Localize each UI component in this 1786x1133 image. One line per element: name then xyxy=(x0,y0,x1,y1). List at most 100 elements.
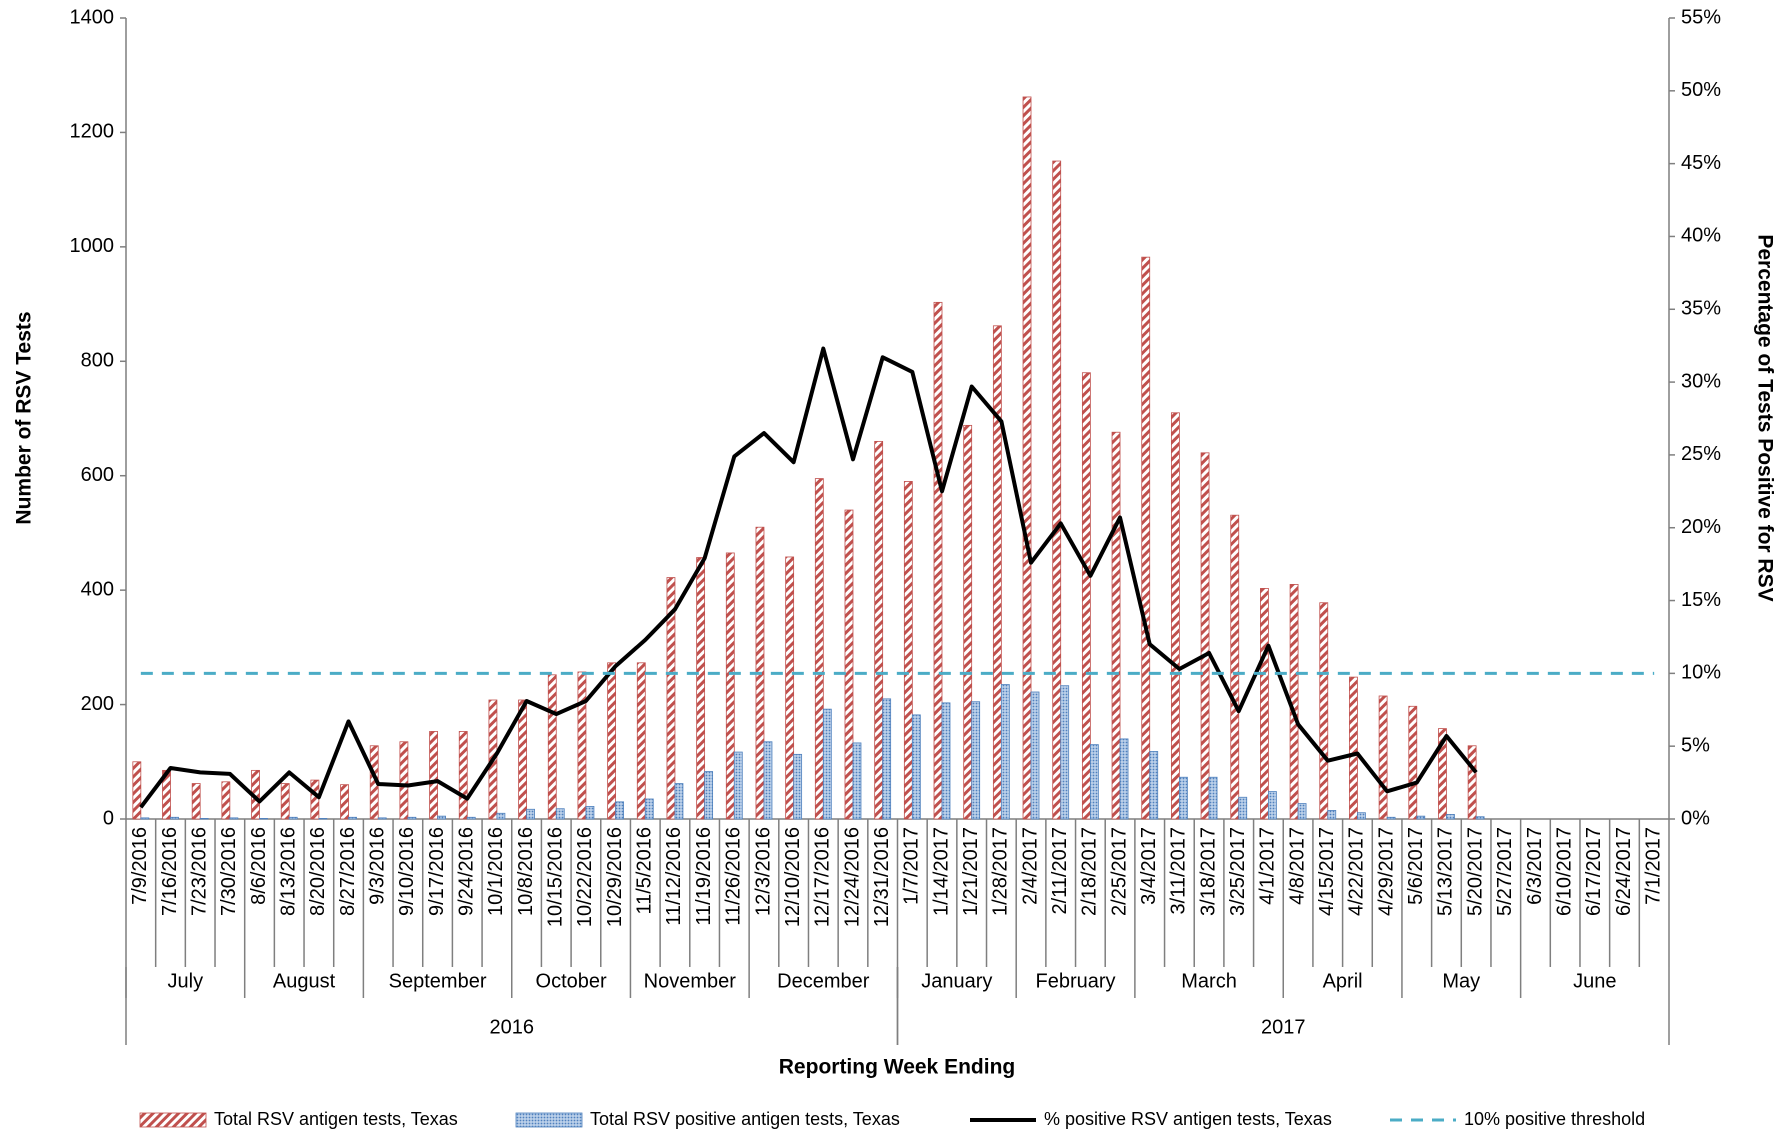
y2-tick-label: 55% xyxy=(1681,6,1721,28)
month-label: January xyxy=(921,970,992,992)
x-tick-label: 7/23/2016 xyxy=(188,827,210,916)
year-label: 2017 xyxy=(1261,1016,1306,1038)
y-tick-label: 600 xyxy=(81,464,114,486)
legend-label: 10% positive threshold xyxy=(1464,1109,1645,1129)
bar xyxy=(377,817,387,820)
bar xyxy=(1446,814,1455,820)
y2-tick-label: 40% xyxy=(1681,225,1721,247)
bar xyxy=(814,478,824,820)
x-tick-label: 12/24/2016 xyxy=(841,827,863,927)
month-label: March xyxy=(1181,970,1237,992)
x-tick-label: 12/31/2016 xyxy=(871,827,893,927)
x-tick-label: 11/12/2016 xyxy=(663,827,685,926)
month-label: April xyxy=(1323,970,1363,992)
x-tick-label: 8/27/2016 xyxy=(337,827,359,916)
x-tick-label: 4/22/2017 xyxy=(1346,827,1368,916)
bar xyxy=(407,816,417,820)
bar xyxy=(941,702,951,820)
x-tick-label: 2/11/2017 xyxy=(1049,827,1071,915)
y2-axis-title: Percentage of Tests Positive for RSV xyxy=(1753,234,1776,601)
x-tick-label: 10/8/2016 xyxy=(515,827,537,916)
bar xyxy=(1327,810,1337,820)
bar xyxy=(585,806,595,820)
bar xyxy=(733,751,743,820)
bar xyxy=(1357,812,1366,820)
y-tick-label: 0 xyxy=(103,807,114,829)
x-tick-label: 5/6/2017 xyxy=(1405,827,1427,905)
bar xyxy=(1475,816,1485,820)
x-tick-label: 3/25/2017 xyxy=(1227,827,1249,916)
x-tick-label: 2/25/2017 xyxy=(1108,827,1130,916)
x-tick-label: 11/26/2016 xyxy=(723,827,745,926)
bar xyxy=(496,812,506,820)
x-axis-title: Reporting Week Ending xyxy=(779,1056,1015,1079)
bar xyxy=(1416,815,1426,820)
bar xyxy=(280,783,290,820)
bar xyxy=(971,701,981,820)
month-label: February xyxy=(1036,970,1116,992)
y2-tick-label: 10% xyxy=(1681,662,1721,684)
bar xyxy=(191,783,201,820)
month-label: June xyxy=(1573,970,1616,992)
y-axis-title: Number of RSV Tests xyxy=(13,311,36,524)
bar xyxy=(1438,728,1447,820)
bar xyxy=(340,784,349,820)
bar xyxy=(458,731,468,820)
x-tick-label: 10/1/2016 xyxy=(485,827,507,916)
x-tick-label: 6/3/2017 xyxy=(1524,827,1546,905)
x-tick-label: 9/24/2016 xyxy=(456,827,478,916)
month-label: December xyxy=(777,970,870,992)
bar xyxy=(221,781,231,820)
bar xyxy=(1022,96,1032,820)
x-tick-label: 4/29/2017 xyxy=(1375,827,1397,916)
bar xyxy=(288,816,298,820)
y-tick-label: 200 xyxy=(81,693,114,715)
x-tick-label: 3/18/2017 xyxy=(1197,827,1219,916)
bar xyxy=(1230,514,1240,820)
x-tick-label: 1/14/2017 xyxy=(930,827,952,916)
bar xyxy=(429,731,438,820)
line xyxy=(139,346,1478,809)
y2-tick-label: 50% xyxy=(1681,79,1721,101)
bar xyxy=(963,424,973,820)
bar xyxy=(1408,705,1418,820)
bar xyxy=(1238,796,1248,820)
month-label: October xyxy=(536,970,607,992)
bar xyxy=(674,783,684,820)
bar xyxy=(1111,431,1121,820)
bar xyxy=(1119,738,1129,820)
x-tick-label: 12/3/2016 xyxy=(752,827,774,916)
x-tick-label: 10/15/2016 xyxy=(545,827,567,927)
x-tick-label: 4/8/2017 xyxy=(1286,827,1308,905)
x-tick-label: 9/3/2016 xyxy=(367,827,389,905)
x-tick-label: 11/19/2016 xyxy=(693,827,715,926)
bar xyxy=(696,557,706,820)
y-tick-label: 400 xyxy=(81,578,114,600)
bar xyxy=(1178,776,1188,820)
x-tick-label: 7/1/2017 xyxy=(1642,827,1664,905)
bar xyxy=(1208,776,1218,820)
y2-tick-label: 20% xyxy=(1681,516,1721,538)
bar xyxy=(318,818,328,820)
bar xyxy=(607,662,617,820)
bar xyxy=(1378,695,1388,820)
x-tick-label: 2/18/2017 xyxy=(1079,827,1101,916)
bar xyxy=(1141,256,1151,820)
bar xyxy=(140,817,150,820)
bar xyxy=(259,818,268,820)
x-tick-label: 5/27/2017 xyxy=(1494,827,1516,916)
x-tick-label: 9/10/2016 xyxy=(396,827,418,916)
bar xyxy=(1200,452,1210,820)
bar xyxy=(518,699,527,820)
y-tick-label: 1000 xyxy=(70,235,115,257)
x-tick-label: 9/17/2016 xyxy=(426,827,448,916)
bar xyxy=(1268,791,1277,820)
bar xyxy=(644,798,654,820)
x-tick-label: 6/17/2017 xyxy=(1583,827,1605,916)
x-tick-label: 8/6/2016 xyxy=(248,827,270,905)
bar xyxy=(199,818,209,820)
legend-swatch xyxy=(139,1112,207,1128)
bar xyxy=(577,671,587,820)
bar xyxy=(1319,602,1329,820)
